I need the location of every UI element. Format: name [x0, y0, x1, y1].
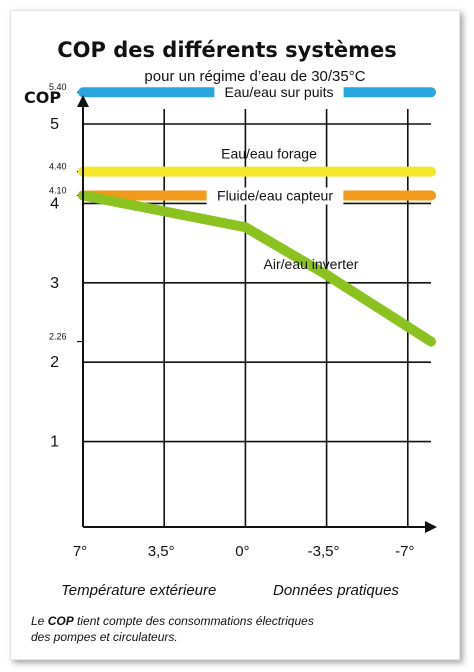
- series-line: [78, 190, 436, 347]
- y-tick-label: 2: [50, 354, 59, 371]
- x-tick-label: 0°: [235, 543, 249, 560]
- x-tick-label: -3,5°: [308, 543, 340, 560]
- chart-subtitle: pour un régime d’eau de 30/35°C: [144, 68, 365, 85]
- x-tick-labels: 7° 3,5° 0° -3,5° -7°: [73, 543, 415, 560]
- footnote-line-2: des pompes et circulateurs.: [31, 630, 178, 644]
- x-tick-label: 7°: [73, 543, 87, 560]
- y-tick-label: 4: [50, 195, 59, 212]
- x-tick-label: -7°: [395, 543, 414, 560]
- series-value-label: 4.40: [49, 162, 67, 172]
- cop-chart: COP des différents systèmes pour un régi…: [24, 38, 437, 644]
- series-label: Air/eau inverter: [264, 256, 359, 272]
- series-label: Eau/eau sur puits: [225, 84, 334, 100]
- axes: [77, 95, 437, 533]
- footnote-line-1: Le COP tient compte des consommations él…: [31, 614, 314, 628]
- series-value-label: 4.10: [49, 185, 67, 195]
- chart-card: COP des différents systèmes pour un régi…: [10, 10, 460, 660]
- series-value-label: 5.40: [49, 82, 67, 92]
- x-axis-label-left: Température extérieure: [61, 582, 216, 599]
- x-tick-label: 3,5°: [148, 543, 175, 560]
- series-label: Fluide/eau capteur: [217, 187, 333, 203]
- y-tick-label: 3: [50, 275, 59, 292]
- series-label: Eau/eau forage: [221, 146, 317, 162]
- y-tick-labels: 1 2 3 4 5 5.40 4.40 4.10 2.26: [49, 82, 67, 450]
- series-value-label: 2.26: [49, 332, 67, 342]
- chart-title: COP des différents systèmes: [57, 38, 397, 62]
- y-tick-label: 5: [50, 116, 59, 133]
- x-axis-arrow: [425, 521, 437, 533]
- series-label-background: [206, 187, 344, 205]
- series-lines: Eau/eau sur puits Eau/eau forage Fluide/ea…: [78, 84, 436, 347]
- x-axis-label-right: Données pratiques: [273, 582, 399, 599]
- y-axis-label: COP: [24, 88, 61, 107]
- series-label-background: [214, 84, 344, 102]
- y-tick-label: 1: [50, 434, 59, 451]
- y-axis-arrow: [77, 95, 89, 107]
